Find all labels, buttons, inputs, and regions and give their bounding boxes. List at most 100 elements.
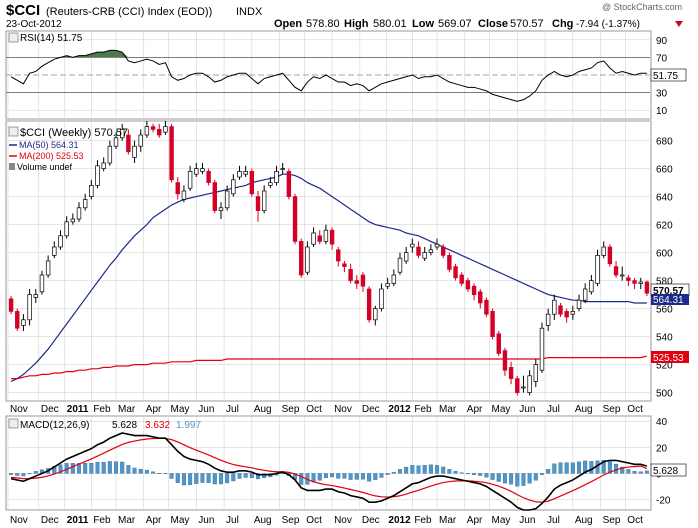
x-label-macd-6: May <box>171 515 190 526</box>
x-label-price-17: Apr <box>467 404 483 415</box>
macd-hist-bar-99 <box>620 466 625 474</box>
macd-hist-bar-25 <box>163 473 168 474</box>
macd-hist-bar-98 <box>614 463 619 474</box>
macd-hist-bar-27 <box>175 473 180 483</box>
x-label-macd-9: Aug <box>254 515 272 526</box>
candle-83 <box>521 386 526 389</box>
candle-87 <box>545 313 551 326</box>
candle-34 <box>218 207 224 211</box>
x-label-price-18: May <box>492 404 511 415</box>
x-label-price-19: Jun <box>519 404 535 415</box>
candle-52 <box>329 229 335 245</box>
macd-hist-bar-40 <box>256 473 261 480</box>
macd-hist-bar-18 <box>120 461 125 474</box>
candle-59 <box>373 308 378 321</box>
candle-89 <box>558 305 563 315</box>
x-label-macd-0: Nov <box>10 515 28 526</box>
x-label-price-23: Oct <box>627 404 643 415</box>
candle-39 <box>249 171 255 195</box>
macd-hist-bar-65 <box>410 465 415 474</box>
macd-hist-bar-93 <box>583 460 588 474</box>
macd-hist-bar-10 <box>70 463 75 474</box>
macd-hist-bar-89 <box>558 462 563 474</box>
macd-hist-bar-84 <box>527 473 532 484</box>
candle-96 <box>601 246 606 256</box>
tag-ma50 <box>651 294 689 305</box>
macd-hist-bar-103 <box>644 470 649 474</box>
low-label: Low <box>412 18 434 30</box>
x-label-price-4: Mar <box>118 404 136 415</box>
x-label-price-22: Sep <box>603 404 621 415</box>
macd-hist-bar-24 <box>157 473 162 474</box>
candle-91 <box>570 311 576 315</box>
candle-27 <box>175 182 180 195</box>
macd-hist-bar-100 <box>626 469 631 474</box>
legend-ma50: MA(50) 564.31 <box>19 140 79 150</box>
candle-92 <box>576 299 582 309</box>
macd-last-tag-text: 5.628 <box>653 466 678 477</box>
price-ytick-4: 600 <box>656 249 673 260</box>
candle-84 <box>527 375 532 393</box>
macd-hist-bar-32 <box>206 473 211 483</box>
x-label-price-11: Oct <box>306 404 322 415</box>
candle-71 <box>447 255 452 270</box>
macd-hist-bar-38 <box>243 473 248 478</box>
macd-hist-bar-68 <box>428 464 433 474</box>
candle-40 <box>255 196 261 211</box>
candle-50 <box>317 235 322 242</box>
rsi-line <box>10 49 647 102</box>
x-label-macd-20: Jul <box>547 515 560 526</box>
candle-93 <box>582 288 588 301</box>
chg-label: Chg <box>552 18 573 30</box>
macd-hist-bar-33 <box>212 473 217 485</box>
candle-28 <box>181 190 187 200</box>
x-label-macd-2: 2011 <box>67 515 89 526</box>
macd-hist-bar-23 <box>151 471 156 474</box>
x-label-price-20: Jul <box>547 404 560 415</box>
candle-101 <box>632 280 637 284</box>
tag-ma200 <box>651 351 689 363</box>
candle-57 <box>360 274 366 287</box>
tag-close-text: 570.57 <box>653 286 684 297</box>
price-ytick-2: 640 <box>656 193 673 204</box>
macd-hist-bar-71 <box>447 469 452 474</box>
candle-54 <box>342 263 347 267</box>
x-label-price-12: Nov <box>334 404 352 415</box>
candle-35 <box>224 190 230 209</box>
candle-36 <box>231 179 236 195</box>
x-label-macd-21: Aug <box>575 515 593 526</box>
exchange: INDX <box>236 6 263 18</box>
macd-line <box>10 432 648 511</box>
macd-hist-bar-63 <box>397 469 402 474</box>
candle-31 <box>200 168 205 172</box>
candle-5 <box>39 274 45 293</box>
candle-49 <box>311 232 316 245</box>
candle-22 <box>144 126 150 136</box>
down-arrow-icon <box>675 21 683 27</box>
x-label-macd-4: Mar <box>118 515 136 526</box>
candle-69 <box>434 243 440 248</box>
high-value: 580.01 <box>373 18 407 30</box>
macd-hist-bar-53 <box>336 473 341 479</box>
symbol: $CCI <box>6 2 40 19</box>
candle-80 <box>502 350 508 371</box>
macd-hist-bar-2 <box>21 473 26 477</box>
candle-63 <box>397 257 403 273</box>
rsi-panel <box>5 30 652 120</box>
macd-hist-bar-12 <box>83 462 88 474</box>
candle-46 <box>292 196 298 242</box>
x-label-price-0: Nov <box>10 404 28 415</box>
macd-hist-bar-14 <box>95 461 100 474</box>
rsi-ytick-0: 90 <box>656 36 668 47</box>
candle-8 <box>58 235 63 248</box>
candle-86 <box>539 327 545 371</box>
macd-hist-bar-17 <box>114 461 119 474</box>
macd-hist-bar-11 <box>76 463 81 474</box>
price-ytick-1: 660 <box>656 165 673 176</box>
candle-81 <box>508 367 514 379</box>
macd-hist-bar-73 <box>459 472 464 474</box>
macd-ytick-3: -20 <box>656 496 671 507</box>
price-ytick-9: 500 <box>656 389 673 400</box>
candle-44 <box>280 168 285 170</box>
